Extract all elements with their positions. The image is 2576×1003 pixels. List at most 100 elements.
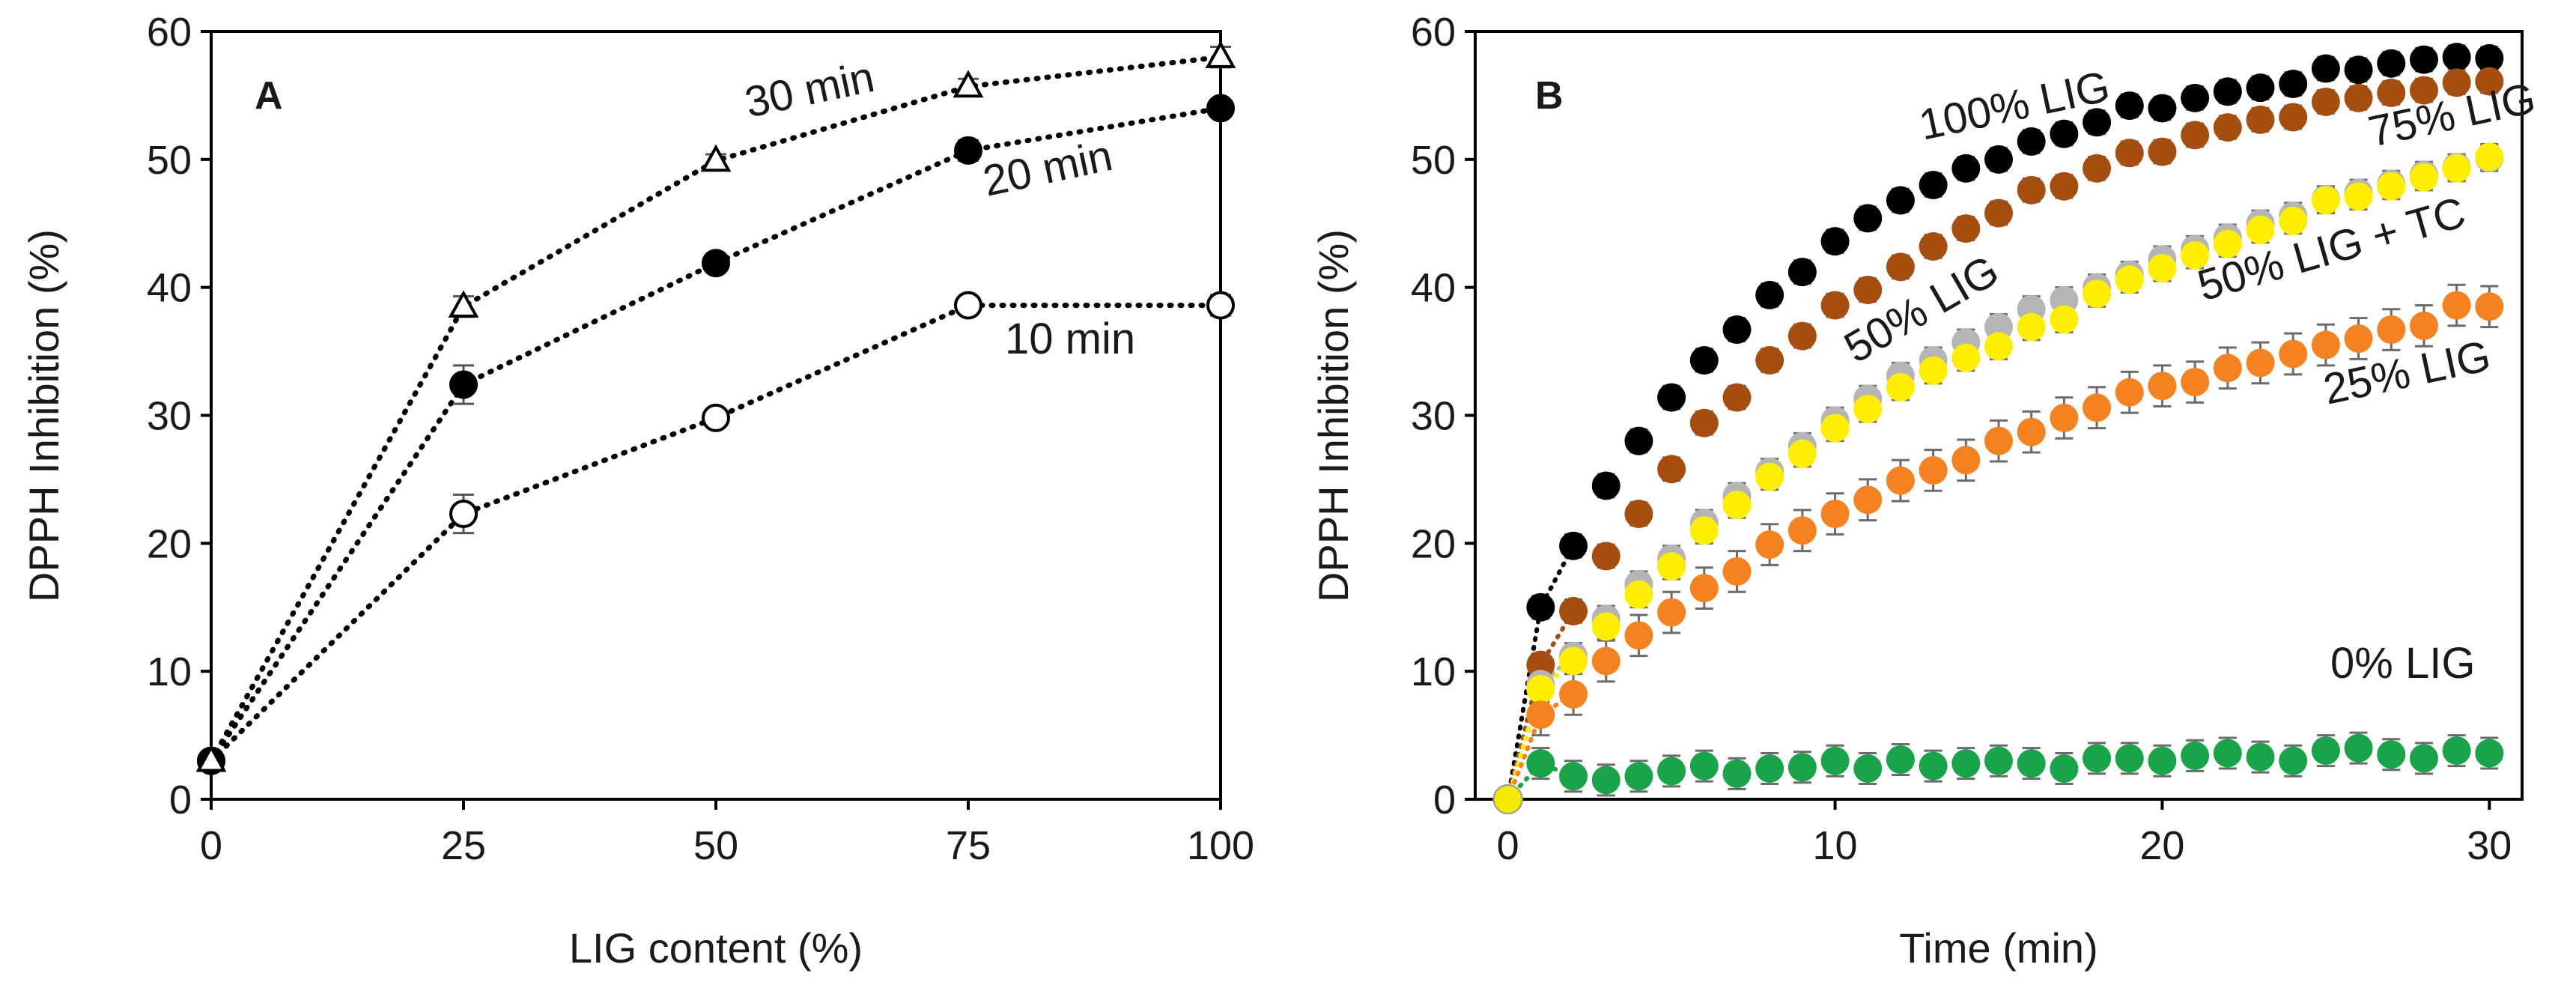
data-point-50-lig-tc bbox=[2344, 182, 2373, 211]
panel-b-y-tick-label: 60 bbox=[1411, 10, 1456, 55]
data-point-75-lig bbox=[2442, 68, 2471, 97]
data-point-0-lig bbox=[1559, 762, 1588, 791]
data-point-75-lig bbox=[2409, 76, 2438, 105]
data-point-75-lig bbox=[1886, 252, 1915, 282]
panel-b-axes: 0 10 20 30 40 50 60 0 10 20 30 bbox=[1411, 10, 2512, 868]
data-point-75-lig bbox=[1591, 542, 1620, 571]
series-line-100-lig bbox=[1505, 543, 1576, 802]
data-point-0-lig bbox=[2475, 739, 2504, 768]
data-point-25-lig bbox=[2442, 291, 2471, 320]
data-point-0-lig bbox=[1853, 754, 1883, 783]
data-point-50-lig-tc bbox=[2475, 142, 2504, 172]
series-line-20-min bbox=[208, 106, 1224, 764]
data-point-100-lig bbox=[1722, 315, 1752, 345]
panel-a-y-tick-label: 30 bbox=[147, 394, 192, 439]
data-point-75-lig bbox=[1820, 291, 1850, 320]
data-point-100-lig bbox=[2246, 73, 2275, 103]
panel-a-x-tick-label: 100 bbox=[1187, 823, 1254, 868]
data-point-100-lig bbox=[1820, 227, 1850, 256]
data-point-0-lig bbox=[2344, 733, 2373, 763]
data-point-0-lig bbox=[1526, 749, 1555, 778]
data-point-50-lig-tc bbox=[2442, 154, 2471, 183]
data-point-25-lig bbox=[1657, 598, 1686, 627]
data-point-100-lig bbox=[2083, 108, 2112, 137]
data-point-25-lig bbox=[2017, 417, 2046, 446]
data-point-75-lig bbox=[2213, 113, 2242, 142]
data-point-50-lig-tc bbox=[2279, 206, 2308, 235]
data-point-75-lig bbox=[1984, 199, 2013, 228]
panel-b-markers bbox=[1492, 43, 2504, 814]
data-point-50-lig-tc bbox=[1657, 552, 1686, 581]
data-point-75-lig bbox=[2181, 121, 2210, 150]
panel-a-x-axis-title: LIG content (%) bbox=[569, 924, 863, 972]
data-point-0-lig bbox=[2148, 746, 2177, 775]
data-point-25-lig bbox=[1886, 466, 1915, 495]
data-point-0-lig bbox=[1689, 751, 1719, 781]
data-point-100-lig bbox=[1755, 280, 1784, 309]
data-point-75-lig bbox=[2017, 175, 2046, 204]
data-point-50-lig-tc bbox=[1984, 332, 2013, 361]
data-point-20-min bbox=[449, 370, 478, 399]
data-point-75-lig bbox=[2050, 172, 2079, 201]
panel-a-y-tick-label: 40 bbox=[147, 266, 192, 311]
panel-a-y-axis-title: DPPH Inhibition (%) bbox=[20, 229, 67, 602]
data-point-100-lig bbox=[1886, 186, 1915, 215]
data-point-100-lig bbox=[2115, 91, 2144, 121]
panel-a-markers bbox=[195, 40, 1236, 775]
panel-a-x-tick-label: 75 bbox=[946, 823, 991, 868]
panel-b-y-axis-title: DPPH Inhibition (%) bbox=[1310, 229, 1357, 602]
data-point-50-lig-tc bbox=[1689, 516, 1719, 545]
data-point-50-lig-tc bbox=[2246, 215, 2275, 244]
data-point-25-lig bbox=[2311, 330, 2340, 360]
data-point-100-lig bbox=[2213, 77, 2242, 106]
label-20-min: 20 min bbox=[979, 131, 1117, 206]
panel-a-y-tick-label: 0 bbox=[169, 778, 192, 822]
data-point-25-lig bbox=[1722, 557, 1752, 586]
data-point-0-lig bbox=[1820, 746, 1850, 775]
data-point-50-lig-tc bbox=[1886, 372, 1915, 401]
data-point-50-lig-tc bbox=[2311, 186, 2340, 215]
data-point-25-lig bbox=[2279, 339, 2308, 369]
data-point-75-lig bbox=[1689, 408, 1719, 437]
data-point-0-lig bbox=[2050, 754, 2079, 783]
data-point-75-lig bbox=[1951, 214, 1981, 243]
data-point-25-lig bbox=[1624, 621, 1653, 650]
data-point-30-min bbox=[700, 144, 732, 172]
data-point-100-lig bbox=[2442, 43, 2471, 72]
data-point-50-lig-tc bbox=[1787, 439, 1817, 468]
data-point-100-lig bbox=[2311, 54, 2340, 83]
data-point-100-lig bbox=[2344, 55, 2373, 85]
data-point-100-lig bbox=[1951, 154, 1981, 183]
data-point-25-lig bbox=[1559, 679, 1588, 709]
data-point-100-lig bbox=[1559, 531, 1588, 560]
data-point-75-lig bbox=[2083, 154, 2112, 183]
data-point-75-lig bbox=[2377, 79, 2406, 107]
panel-a-y-tick-label: 10 bbox=[147, 649, 192, 694]
data-point-0-lig bbox=[1919, 751, 1948, 781]
data-point-100-lig bbox=[2050, 119, 2079, 148]
data-point-0-lig bbox=[2083, 744, 2112, 773]
data-point-0-lig bbox=[2246, 742, 2275, 772]
data-point-25-lig bbox=[2246, 348, 2275, 378]
data-point-25-lig bbox=[2409, 311, 2438, 340]
data-point-0-lig bbox=[1492, 784, 1523, 814]
data-point-20-min bbox=[702, 249, 730, 278]
data-point-0-lig bbox=[2442, 736, 2471, 766]
data-point-100-lig bbox=[2148, 94, 2177, 123]
panel-b-y-tick-label: 40 bbox=[1411, 266, 1456, 311]
data-point-25-lig bbox=[1787, 516, 1817, 545]
data-point-0-lig bbox=[1984, 746, 2013, 775]
data-point-0-lig bbox=[1657, 757, 1686, 786]
data-point-25-lig bbox=[1820, 500, 1850, 529]
data-point-25-lig bbox=[2377, 315, 2406, 345]
data-point-25-lig bbox=[2213, 354, 2242, 383]
data-point-0-lig bbox=[1951, 749, 1981, 778]
data-point-50-lig-tc bbox=[2017, 312, 2046, 342]
data-point-75-lig bbox=[2311, 87, 2340, 116]
data-point-75-lig bbox=[2279, 103, 2308, 132]
data-point-0-lig bbox=[2213, 739, 2242, 768]
data-point-50-lig-tc bbox=[1591, 612, 1620, 641]
data-point-100-lig bbox=[1853, 204, 1883, 233]
data-point-50-lig-tc bbox=[2083, 279, 2112, 309]
